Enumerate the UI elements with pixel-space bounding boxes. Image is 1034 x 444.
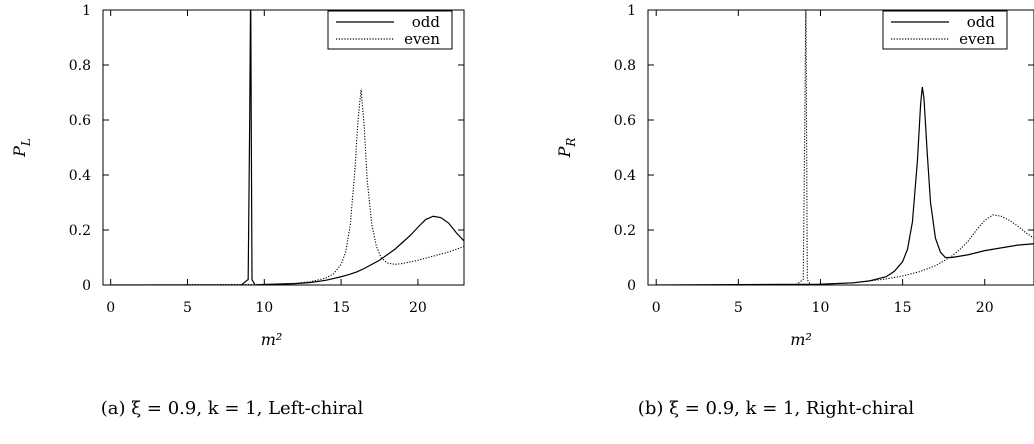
x-tick-label: 20 (409, 300, 427, 316)
y-tick-label: 0.2 (614, 223, 636, 239)
plot-frame (647, 9, 1034, 286)
y-tick-label: 0.2 (69, 223, 91, 239)
figure-caption: (b) ξ = 0.9, k = 1, Right-chiral (638, 398, 915, 419)
y-tick-label: 0.4 (69, 168, 91, 184)
x-tick-label: 5 (734, 300, 743, 316)
x-tick-label: 5 (183, 300, 192, 316)
x-axis-label: m² (261, 330, 283, 349)
x-tick-label: 0 (106, 300, 115, 316)
x-tick-label: 15 (894, 300, 912, 316)
y-tick-label: 0.4 (614, 168, 636, 184)
plot-frame (102, 9, 465, 286)
x-tick-label: 0 (652, 300, 661, 316)
legend-label-odd: odd (967, 13, 996, 31)
series-line-even (110, 89, 464, 285)
y-axis-label: PL (10, 138, 33, 158)
y-tick-label: 0 (627, 278, 636, 294)
figure-caption: (a) ξ = 0.9, k = 1, Left-chiral (101, 398, 364, 419)
y-tick-label: 0.8 (614, 58, 636, 74)
series-line-even (656, 10, 1034, 285)
y-tick-label: 1 (627, 3, 636, 19)
y-tick-label: 0.8 (69, 58, 91, 74)
x-tick-label: 15 (332, 300, 350, 316)
x-tick-label: 10 (812, 300, 830, 316)
y-tick-label: 0.6 (69, 113, 91, 129)
legend-box (327, 10, 453, 50)
x-axis-label: m² (790, 330, 812, 349)
legend-box (882, 10, 1008, 50)
y-tick-label: 0.6 (614, 113, 636, 129)
x-tick-label: 10 (255, 300, 273, 316)
legend-label-odd: odd (412, 13, 441, 31)
y-tick-label: 0 (82, 278, 91, 294)
series-line-odd (110, 10, 464, 285)
x-tick-label: 20 (976, 300, 994, 316)
series-line-odd (656, 86, 1034, 285)
y-tick-label: 1 (82, 3, 91, 19)
legend-label-even: even (959, 30, 995, 48)
legend-label-even: even (404, 30, 440, 48)
y-axis-label: PR (555, 138, 578, 159)
